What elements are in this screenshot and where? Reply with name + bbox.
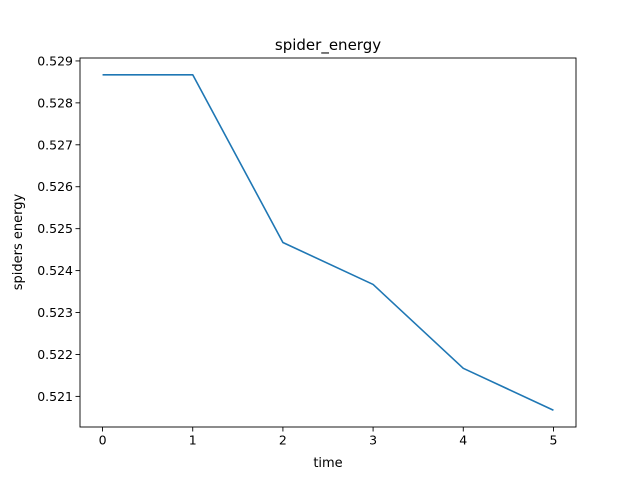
y-tick-label: 0.523 xyxy=(37,305,73,320)
y-tick-label: 0.521 xyxy=(37,389,73,404)
plot-area: 0 1 2 3 4 5 0.521 0.522 0.523 0.524 0.525 0.526 0.52… xyxy=(37,53,577,448)
x-tick-label: 4 xyxy=(459,433,467,448)
y-tick-label: 0.528 xyxy=(37,95,73,110)
y-tick-label: 0.527 xyxy=(37,137,73,152)
x-tick-label: 5 xyxy=(549,433,557,448)
x-tick-label: 2 xyxy=(279,433,287,448)
x-tick-label: 0 xyxy=(99,433,107,448)
axes-frame xyxy=(79,57,577,428)
y-tick-label: 0.522 xyxy=(37,347,73,362)
y-tick-label: 0.524 xyxy=(37,263,73,278)
y-tick-label: 0.529 xyxy=(37,53,73,68)
series-line-0 xyxy=(102,73,554,411)
x-tick-label: 3 xyxy=(369,433,377,448)
chart-title: spider_energy xyxy=(275,36,381,55)
y-tick-label: 0.526 xyxy=(37,179,73,194)
y-axis-label: spiders energy xyxy=(11,193,26,290)
x-tick-label: 1 xyxy=(189,433,197,448)
x-axis-label: time xyxy=(313,456,342,471)
y-tick-label: 0.525 xyxy=(37,221,73,236)
